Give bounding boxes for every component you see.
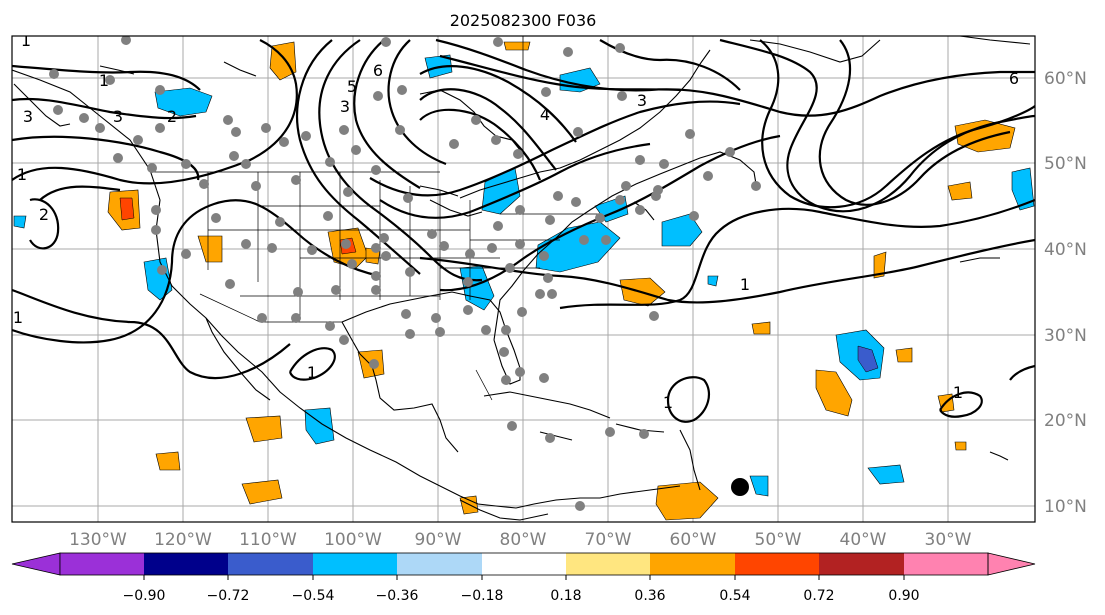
- lon-label: 40°W: [840, 530, 887, 550]
- colorbar-tick-label: −0.72: [207, 588, 250, 604]
- colorbar-segment: [650, 553, 735, 575]
- colorbar-tick-label: −0.90: [123, 588, 166, 604]
- lat-label: 60°N: [1044, 69, 1087, 89]
- lon-label: 100°W: [324, 530, 382, 550]
- contour-label: 1: [307, 363, 317, 382]
- contour-label: 2: [167, 107, 177, 126]
- contour-label: 3: [113, 107, 123, 126]
- colorbar-ticks: [143, 575, 905, 580]
- station-markers: [49, 36, 761, 511]
- contour-label: 1: [663, 393, 673, 412]
- colorbar-segment: [819, 553, 904, 575]
- colorbar-segment: [144, 553, 228, 575]
- colorbar-segment: [904, 553, 988, 575]
- colorbar-segment: [60, 553, 144, 575]
- lon-label: 50°W: [755, 530, 802, 550]
- colorbar-tick-label: −0.54: [292, 588, 335, 604]
- colorbar-extend-low: [11, 552, 61, 576]
- lat-label: 50°N: [1044, 154, 1087, 174]
- contour-label: 1: [21, 31, 31, 50]
- colorbar-segment: [566, 553, 650, 575]
- contour-label: 1: [17, 165, 27, 184]
- contour-label: 1: [740, 275, 750, 294]
- lon-label: 90°W: [415, 530, 462, 550]
- colorbar-segment: [228, 553, 313, 575]
- lon-label: 60°W: [670, 530, 717, 550]
- map-frame: [11, 35, 1036, 523]
- contour-label: 2: [39, 205, 49, 224]
- contour-label: 3: [637, 91, 647, 110]
- colorbar-tick-label: 0.36: [634, 588, 665, 604]
- colorbar-tick-label: 0.54: [719, 588, 750, 604]
- lat-label: 20°N: [1044, 411, 1087, 431]
- lon-label: 130°W: [69, 530, 127, 550]
- colorbar-tick-label: 0.90: [888, 588, 919, 604]
- storm-center-marker: [731, 478, 749, 496]
- lon-label: 110°W: [239, 530, 297, 550]
- contour-label: 3: [23, 107, 33, 126]
- contour-label: 6: [373, 61, 383, 80]
- colorbar-tick-label: 0.72: [803, 588, 834, 604]
- lon-label: 30°W: [925, 530, 972, 550]
- negative-strong-anomaly-patches: [857, 345, 879, 373]
- map-panel: 1 1 1 1 1 1 1 1 2 2 3 3 3 3 4 5 6 6: [12, 31, 1035, 522]
- contour-label: 3: [340, 97, 350, 116]
- colorbar-segment: [735, 553, 819, 575]
- lat-label: 40°N: [1044, 240, 1087, 260]
- lat-label: 10°N: [1044, 497, 1087, 517]
- colorbar-tick-label: −0.36: [376, 588, 419, 604]
- colorbar: −0.90 −0.72 −0.54 −0.36 −0.18 0.18 0.36 …: [11, 552, 1036, 604]
- lon-label: 80°W: [500, 530, 547, 550]
- latitude-labels: 60°N 50°N 40°N 30°N 20°N 10°N: [1044, 69, 1087, 517]
- colorbar-segment: [397, 553, 482, 575]
- contour-label: 1: [953, 383, 963, 402]
- colorbar-extend-high: [987, 552, 1036, 576]
- lat-label: 30°N: [1044, 326, 1087, 346]
- contour-label: 4: [540, 105, 550, 124]
- colorbar-tick-label: −0.18: [461, 588, 504, 604]
- colorbar-tick-label: 0.18: [550, 588, 581, 604]
- contour-label: 5: [347, 77, 357, 96]
- graticule: [12, 36, 1035, 522]
- colorbar-segment: [482, 553, 566, 575]
- contour-label: 6: [1009, 69, 1019, 88]
- lon-label: 70°W: [585, 530, 632, 550]
- longitude-labels: 130°W 120°W 110°W 100°W 90°W 80°W 70°W 6…: [69, 530, 972, 550]
- contour-label: 1: [13, 308, 23, 327]
- map-title: 2025082300 F036: [450, 11, 597, 30]
- negative-anomaly-patches: [13, 54, 1035, 497]
- colorbar-segment: [313, 553, 397, 575]
- colorbar-tick-labels: −0.90 −0.72 −0.54 −0.36 −0.18 0.18 0.36 …: [123, 588, 920, 604]
- contour-value-labels: 1 1 1 1 1 1 1 1 2 2 3 3 3 3 4 5 6 6: [13, 31, 1019, 412]
- lon-label: 120°W: [154, 530, 212, 550]
- contour-label: 1: [99, 71, 109, 90]
